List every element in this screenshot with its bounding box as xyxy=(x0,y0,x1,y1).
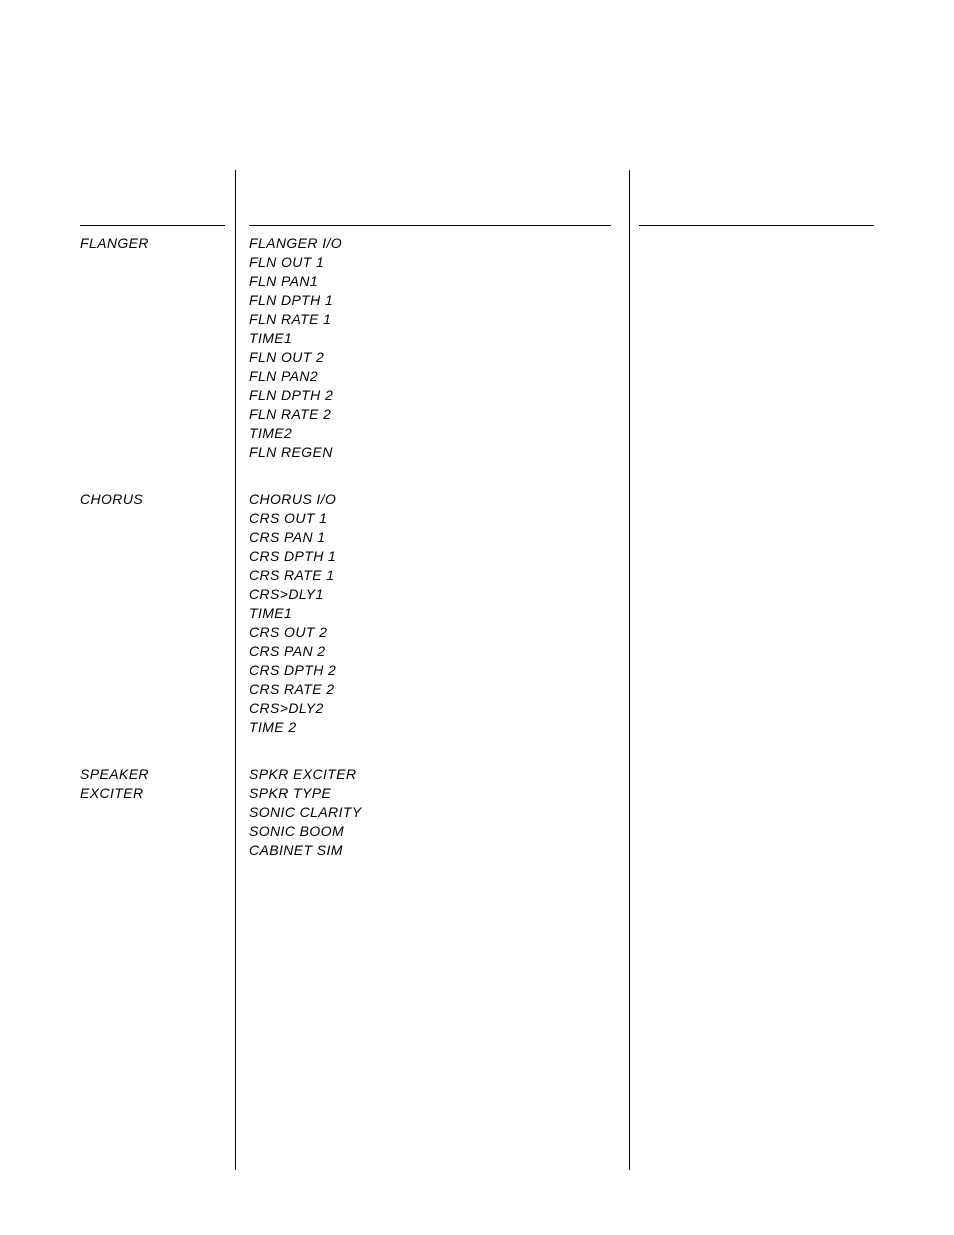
param-item: CRS OUT 1 xyxy=(249,509,611,528)
param-item: TIME1 xyxy=(249,604,611,623)
spacer-line xyxy=(80,699,225,718)
param-item: FLANGER I/O xyxy=(249,234,611,253)
spacer-line xyxy=(80,841,225,860)
param-item: FLN DPTH 2 xyxy=(249,386,611,405)
spacer-line xyxy=(80,547,225,566)
param-item: CRS DPTH 1 xyxy=(249,547,611,566)
header-rule-right xyxy=(639,225,874,226)
spacer-line xyxy=(80,623,225,642)
spacer-line xyxy=(80,642,225,661)
parameter-lists: FLANGER I/OFLN OUT 1FLN PAN1FLN DPTH 1FL… xyxy=(249,234,611,860)
spacer-line xyxy=(80,253,225,272)
param-item: TIME2 xyxy=(249,424,611,443)
param-item: FLN PAN2 xyxy=(249,367,611,386)
spacer-line xyxy=(80,718,225,737)
section-label: SPEAKER EXCITER xyxy=(80,765,225,860)
param-item: FLN PAN1 xyxy=(249,272,611,291)
spacer-line xyxy=(80,386,225,405)
spacer-line xyxy=(80,604,225,623)
param-item: FLN REGEN xyxy=(249,443,611,462)
spacer-line xyxy=(80,367,225,386)
spacer-line xyxy=(80,291,225,310)
spacer-line xyxy=(80,272,225,291)
param-item: TIME 2 xyxy=(249,718,611,737)
column-mid: FLANGER I/OFLN OUT 1FLN PAN1FLN DPTH 1FL… xyxy=(235,170,625,860)
section-name: CHORUS xyxy=(80,490,225,509)
spacer-line xyxy=(80,528,225,547)
param-item: CRS>DLY1 xyxy=(249,585,611,604)
spacer-line xyxy=(80,566,225,585)
spacer-line xyxy=(80,585,225,604)
param-item: TIME1 xyxy=(249,329,611,348)
section-label: CHORUS xyxy=(80,490,225,737)
param-item: FLN RATE 2 xyxy=(249,405,611,424)
param-item: CRS PAN 2 xyxy=(249,642,611,661)
spacer-line xyxy=(80,509,225,528)
column-left: FLANGER CHORUS SPEAKER EXCITER xyxy=(80,170,235,860)
spacer-line xyxy=(80,310,225,329)
spacer-line xyxy=(80,443,225,462)
param-item: CRS>DLY2 xyxy=(249,699,611,718)
param-item: FLN RATE 1 xyxy=(249,310,611,329)
header-rule-left xyxy=(80,225,225,226)
spacer-line xyxy=(80,424,225,443)
param-item: CABINET SIM xyxy=(249,841,611,860)
spacer-line xyxy=(80,348,225,367)
param-item: CRS DPTH 2 xyxy=(249,661,611,680)
spacer-line xyxy=(80,661,225,680)
spacer-line xyxy=(80,405,225,424)
param-item: CHORUS I/O xyxy=(249,490,611,509)
header-rule-mid xyxy=(249,225,611,226)
param-item: SPKR TYPE xyxy=(249,784,611,803)
section-label: FLANGER xyxy=(80,234,225,462)
section-name: FLANGER xyxy=(80,234,225,253)
param-item: FLN DPTH 1 xyxy=(249,291,611,310)
param-item: FLN OUT 2 xyxy=(249,348,611,367)
param-item: CRS RATE 1 xyxy=(249,566,611,585)
param-item: SPKR EXCITER xyxy=(249,765,611,784)
column-right xyxy=(625,170,874,860)
content-area: FLANGER CHORUS SPEAKER EXCITER FLANGER I… xyxy=(80,170,874,1170)
section-labels: FLANGER CHORUS SPEAKER EXCITER xyxy=(80,234,225,860)
spacer-line xyxy=(80,803,225,822)
section-params: CHORUS I/OCRS OUT 1CRS PAN 1CRS DPTH 1CR… xyxy=(249,490,611,737)
section-params: FLANGER I/OFLN OUT 1FLN PAN1FLN DPTH 1FL… xyxy=(249,234,611,462)
spacer-line xyxy=(80,329,225,348)
param-item: SONIC CLARITY xyxy=(249,803,611,822)
section-name: SPEAKER EXCITER xyxy=(80,765,225,803)
spacer-line xyxy=(80,680,225,699)
param-item: CRS PAN 1 xyxy=(249,528,611,547)
param-item: FLN OUT 1 xyxy=(249,253,611,272)
columns: FLANGER CHORUS SPEAKER EXCITER FLANGER I… xyxy=(80,170,874,860)
param-item: CRS OUT 2 xyxy=(249,623,611,642)
param-item: CRS RATE 2 xyxy=(249,680,611,699)
param-item: SONIC BOOM xyxy=(249,822,611,841)
spacer-line xyxy=(80,822,225,841)
section-params: SPKR EXCITERSPKR TYPESONIC CLARITYSONIC … xyxy=(249,765,611,860)
page: FLANGER CHORUS SPEAKER EXCITER FLANGER I… xyxy=(80,170,874,1170)
